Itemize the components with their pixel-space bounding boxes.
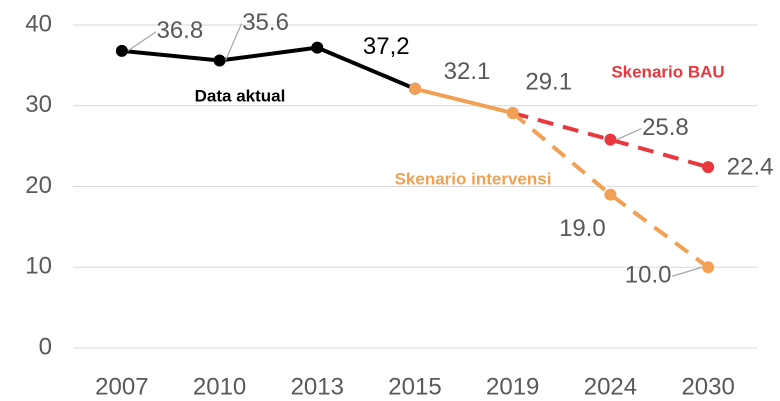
data-point: [409, 82, 421, 95]
data-label: 29.1: [525, 68, 572, 95]
series-label: Data aktual: [195, 86, 286, 105]
data-label: 22.4: [727, 153, 774, 180]
data-point: [311, 41, 324, 54]
data-label: 35.6: [242, 9, 289, 36]
x-tick-label: 2030: [681, 373, 734, 400]
y-tick-label: 40: [25, 10, 52, 37]
y-tick-label: 20: [25, 172, 52, 199]
leader-line: [671, 266, 703, 277]
x-tick-label: 2024: [584, 373, 637, 400]
data-label: 10.0: [625, 262, 672, 289]
leader-line: [225, 23, 243, 61]
y-tick-label: 30: [25, 91, 52, 118]
data-point: [702, 261, 715, 274]
series-line: [121, 45, 416, 91]
data-point: [506, 107, 519, 120]
y-tick-label: 0: [39, 333, 52, 360]
data-point: [702, 161, 715, 174]
x-tick-label: 2010: [193, 373, 246, 400]
x-tick-label: 2019: [486, 373, 539, 400]
data-label: 25.8: [642, 114, 689, 141]
leader-line: [616, 128, 642, 141]
data-point: [213, 54, 226, 67]
series-label: Skenario intervensi: [395, 169, 552, 188]
series-line: [511, 111, 710, 269]
series-label: Skenario BAU: [611, 62, 724, 81]
x-tick-label: 2013: [291, 373, 344, 400]
leader-line: [127, 31, 157, 52]
data-label: 19.0: [559, 215, 606, 242]
y-tick-label: 10: [25, 253, 52, 280]
x-tick-label: 2007: [95, 373, 148, 400]
data-label: 37,2: [363, 33, 410, 60]
data-label: 36.8: [156, 17, 203, 44]
series-line: [414, 86, 514, 115]
data-point: [604, 133, 617, 146]
series-line: [512, 111, 709, 170]
data-label: 32.1: [444, 58, 491, 85]
x-tick-label: 2015: [388, 373, 441, 400]
data-point: [115, 44, 128, 57]
data-point: [604, 188, 617, 201]
